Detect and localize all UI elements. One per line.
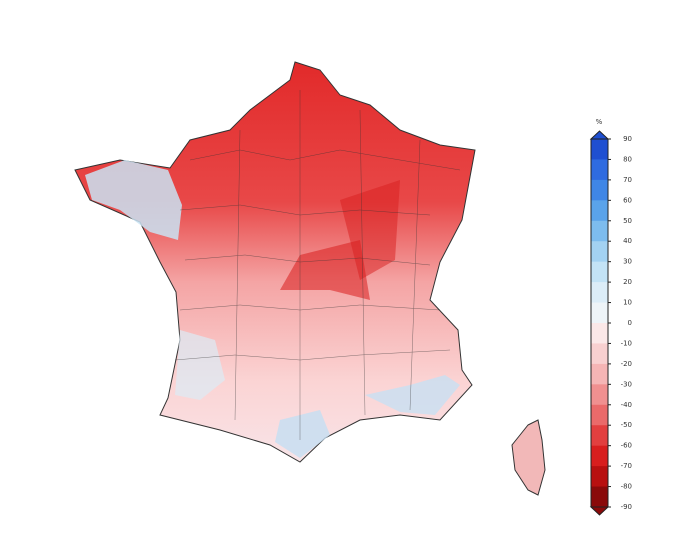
colorbar-band xyxy=(591,425,608,447)
colorbar-bottom-arrow xyxy=(589,506,610,516)
corsica xyxy=(511,419,546,496)
colorbar: % 90 80 70 60 50 40 30 20 10 0 -10 -20 -30 -40 -50 -60 -… xyxy=(589,118,632,516)
colorbar-tick-label: 0 xyxy=(628,319,632,327)
colorbar-band xyxy=(591,466,608,488)
colorbar-tick-label: -70 xyxy=(621,462,632,470)
east-area xyxy=(340,180,400,280)
colorbar-band xyxy=(591,404,608,426)
colorbar-band xyxy=(591,343,608,365)
colorbar-tick-label: 90 xyxy=(623,135,632,143)
colorbar-band xyxy=(591,282,608,304)
colorbar-tick-label: -90 xyxy=(621,503,632,511)
colorbar-tick-label: -30 xyxy=(621,380,632,388)
colorbar-tick-label: -40 xyxy=(621,401,632,409)
colorbar-top-arrow xyxy=(589,130,610,140)
colorbar-band xyxy=(591,200,608,222)
colorbar-band xyxy=(591,220,608,242)
colorbar-band xyxy=(591,241,608,263)
colorbar-tick-label: 80 xyxy=(623,155,632,163)
colorbar-band xyxy=(591,179,608,201)
south-east-area xyxy=(365,375,460,415)
colorbar-tick-label: -50 xyxy=(621,421,632,429)
central-area xyxy=(280,240,370,300)
colorbar-band xyxy=(591,384,608,406)
colorbar-band xyxy=(591,261,608,283)
france-map xyxy=(74,61,546,496)
colorbar-tick-label: 20 xyxy=(623,278,632,286)
colorbar-band xyxy=(591,486,608,508)
colorbar-unit: % xyxy=(596,118,603,126)
brittany-area xyxy=(85,160,182,240)
colorbar-tick-label: 10 xyxy=(623,299,632,307)
colorbar-tick-label: -80 xyxy=(621,483,632,491)
borders xyxy=(174,90,461,440)
colorbar-band xyxy=(591,139,608,160)
colorbar-tick-label: 30 xyxy=(623,258,632,266)
colorbar-band xyxy=(591,323,608,344)
colorbar-band xyxy=(591,445,608,467)
colorbar-tick-label: -60 xyxy=(621,442,632,450)
colorbar-band xyxy=(591,302,608,324)
colorbar-tick-label: 40 xyxy=(623,237,632,245)
colorbar-band xyxy=(591,363,608,385)
colorbar-tick-label: -10 xyxy=(621,339,632,347)
colorbar-tick-label: 60 xyxy=(623,196,632,204)
colorbar-band xyxy=(591,159,608,181)
colorbar-tick-label: 50 xyxy=(623,217,632,225)
south-area xyxy=(275,410,330,458)
mainland xyxy=(74,61,476,463)
south-west-area xyxy=(175,330,225,400)
colorbar-tick-label: 70 xyxy=(623,176,632,184)
colorbar-tick-label: -20 xyxy=(621,360,632,368)
